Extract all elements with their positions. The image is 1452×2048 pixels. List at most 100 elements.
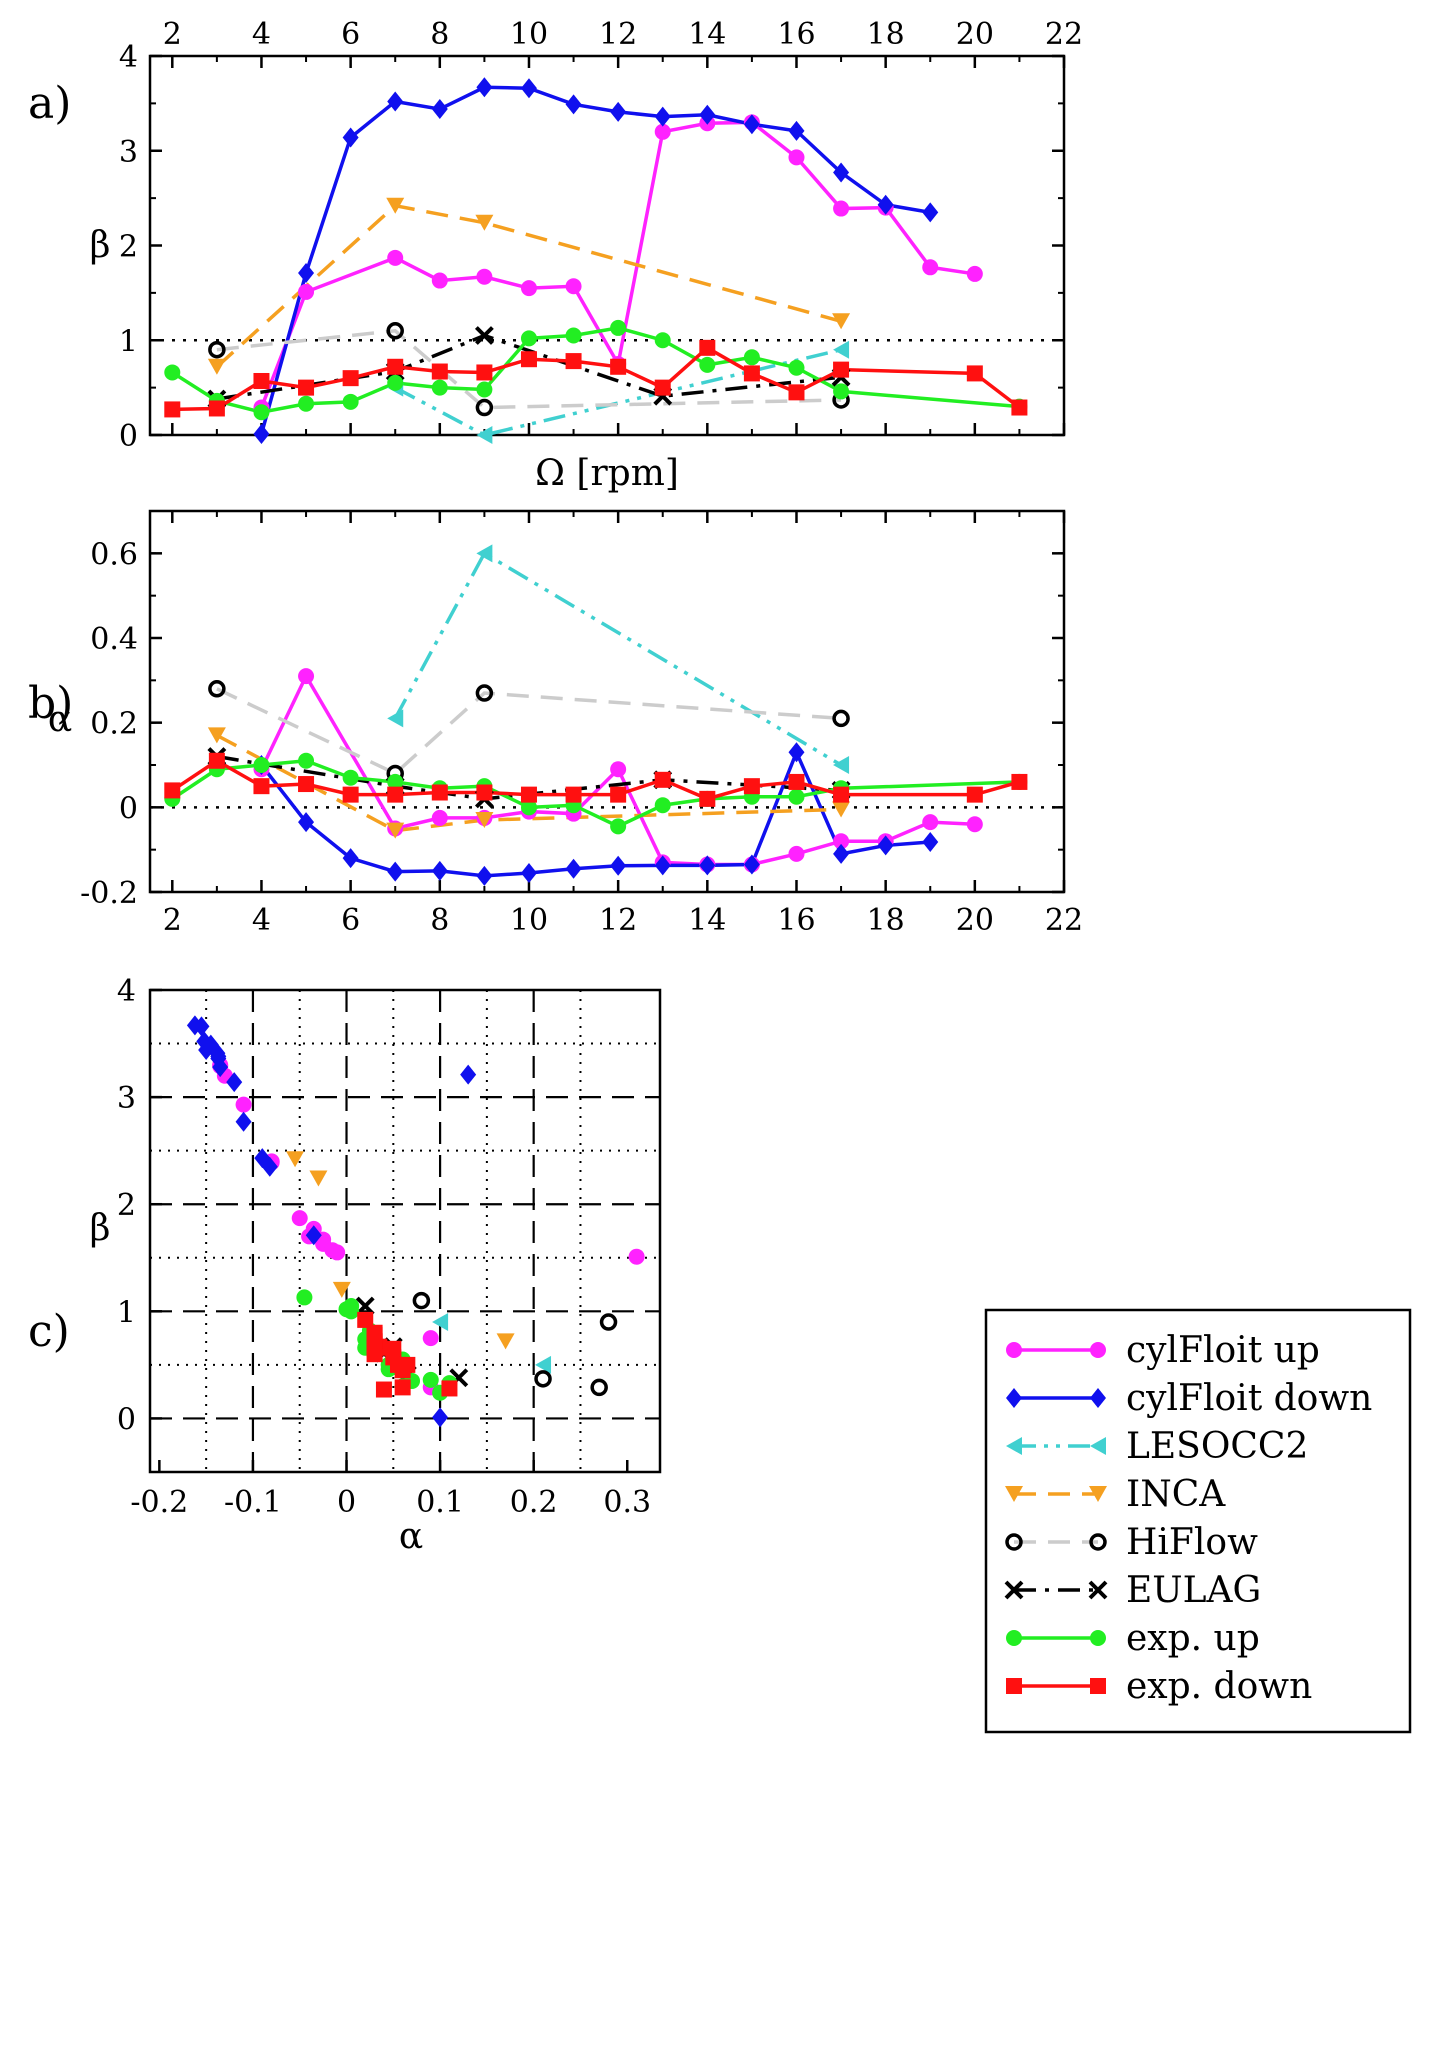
panel-b-point-lesocc2 [476, 544, 493, 563]
panel-c-point-inca [286, 1151, 305, 1168]
panel-a-point-exp-up [743, 349, 760, 366]
panel-c-point-cylfloit-up [235, 1096, 252, 1113]
legend-marker-cylfloit-up [1090, 1342, 1106, 1358]
panel-a-point-exp-up [431, 379, 448, 396]
panel-b-point-exp-down [699, 790, 716, 807]
panel-a-point-cylfloit-down [922, 202, 939, 223]
panel-a-point-hiflow [386, 322, 404, 340]
panel-a-xtick-label: 12 [599, 17, 637, 52]
panel-a-point-exp-up [833, 383, 850, 400]
panel-b-point-inca [207, 727, 226, 744]
panel-b-ytick-label: 0.2 [90, 707, 138, 742]
legend-box [984, 1308, 1412, 1734]
panel-c-ylabel: β [90, 1208, 111, 1249]
panel-b-point-hiflow [208, 680, 226, 698]
panel-a-point-exp-down [476, 364, 493, 381]
panel-a-point-exp-down [208, 400, 225, 417]
panel-a-xtick-label: 4 [252, 17, 271, 52]
legend-marker-hiflow [1005, 1533, 1023, 1551]
panel-a-point-exp-down [253, 372, 270, 389]
panel-a-point-exp-down [743, 365, 760, 382]
panel-c-point-cylfloit-down [261, 1156, 278, 1177]
panel-b-point-exp-up [654, 797, 671, 814]
panel-b-point-cylfloit-up [966, 816, 983, 833]
panel-a-point-exp-up [253, 404, 270, 421]
panel-a-xtick-label: 6 [341, 17, 360, 52]
legend-label-exp-up: exp. up [1126, 1618, 1260, 1659]
panel-c-xtick-label: 0.1 [416, 1485, 464, 1520]
panel-b-point-exp-down [208, 752, 225, 769]
panel-b-xtick-label: 12 [599, 903, 637, 938]
legend-label-cylfloit-up: cylFloit up [1126, 1330, 1320, 1371]
panel-c-point-exp-down [394, 1362, 411, 1379]
legend-marker-lesocc2 [1090, 1437, 1106, 1455]
panel-b-series-line-cylfloit-down [260, 747, 931, 878]
panel-a-point-cylfloit-down [699, 104, 716, 125]
panel-b-point-exp-up [610, 818, 627, 835]
panel-a-xtick-label: 8 [430, 17, 449, 52]
panel-b-point-exp-down [788, 773, 805, 790]
panel-a-point-exp-up [654, 332, 671, 349]
panel-c-xtick-label: 0.2 [510, 1485, 558, 1520]
panel-c-point-cylfloit-down [305, 1225, 322, 1246]
panel-b-point-lesocc2 [387, 709, 404, 728]
panel-a-point-cylfloit-down [565, 94, 582, 115]
panel-a-point-cylfloit-up [654, 123, 671, 140]
panel-b-xtick-label: 20 [956, 903, 994, 938]
panel-c-point-cylfloit-down [235, 1111, 252, 1132]
panel-a-xlabel: Ω [rpm] [535, 453, 679, 494]
panel-b-xtick-label: 4 [252, 903, 271, 938]
panel-a-point-cylfloit-down [431, 99, 448, 120]
legend-marker-cylfloit-up [1006, 1342, 1022, 1358]
panel-a-point-exp-down [387, 358, 404, 375]
panel-c-ytick-label: 0 [117, 1402, 136, 1437]
panel-a-point-exp-down [610, 358, 627, 375]
panel-a-point-cylfloit-down [476, 77, 493, 98]
legend-marker-eulag [1004, 1580, 1024, 1600]
panel-a-point-exp-up [699, 356, 716, 373]
panel-a-point-exp-down [699, 339, 716, 356]
panel-a-point-exp-down [342, 370, 359, 387]
panel-a-point-exp-down [164, 401, 181, 418]
legend-marker-lesocc2 [1006, 1437, 1022, 1455]
panel-b-xtick-label: 18 [867, 903, 905, 938]
legend-marker-hiflow [1089, 1533, 1107, 1551]
panel-c-point-cylfloit-down [460, 1064, 477, 1085]
panel-a-point-lesocc2 [833, 340, 850, 359]
legend: cylFloit up cylFloit down LESOCC2 INCA HiFlo… [984, 1308, 1412, 1734]
panel-c-ytick-label: 3 [117, 1081, 136, 1116]
panel-b-point-cylfloit-down [922, 832, 939, 853]
panel-b-point-cylfloit-down [298, 812, 315, 833]
panel-b-point-cylfloit-up [431, 809, 448, 826]
panel-b-point-exp-up [387, 773, 404, 790]
panel-b-point-inca [832, 801, 851, 818]
panel-a-point-exp-up [610, 319, 627, 336]
panel-a-point-cylfloit-down [788, 120, 805, 141]
panel-b-point-exp-down [1011, 773, 1028, 790]
panel-a-point-exp-down [1011, 399, 1028, 416]
panel-a-point-exp-down [431, 363, 448, 380]
panel-b-point-hiflow [832, 709, 850, 728]
panel-b-xtick-label: 14 [688, 903, 726, 938]
legend-marker-eulag [1088, 1580, 1108, 1600]
panel-a-point-cylfloit-down [833, 162, 850, 183]
panel-a-point-exp-down [298, 379, 315, 396]
panel-b-point-cylfloit-down [654, 855, 671, 876]
panel-b-point-exp-up [298, 752, 315, 769]
panel-c-point-inca [309, 1170, 328, 1187]
panel-a-point-exp-up [476, 381, 493, 398]
panel-a-point-cylfloit-down [654, 106, 671, 127]
panel-b-point-cylfloit-down [699, 855, 716, 876]
panel-a-point-cylfloit-up [387, 249, 404, 266]
panel-b-point-cylfloit-down [788, 742, 805, 763]
panel-c-point-eulag [355, 1296, 375, 1316]
legend-label-lesocc2: LESOCC2 [1126, 1426, 1308, 1467]
legend-marker-cylfloit-down [1090, 1388, 1106, 1408]
panel-c-point-hiflow [599, 1313, 618, 1331]
panel-a-point-cylfloit-up [922, 259, 939, 276]
panel-b-series-line-hiflow [216, 687, 842, 776]
panel-b-point-cylfloit-down [877, 835, 894, 856]
panel-c-point-lesocc2 [535, 1355, 552, 1374]
panel-a-xtick-label: 20 [956, 17, 994, 52]
